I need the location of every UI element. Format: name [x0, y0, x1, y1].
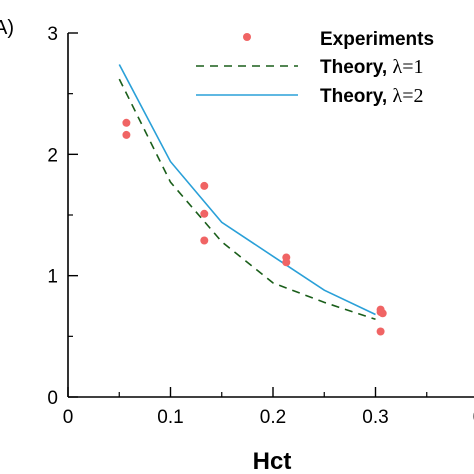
- series-line-1: [118, 78, 376, 321]
- x-axis-title: Hct: [253, 448, 292, 474]
- legend-label-theory-lambda-2: Theory, λ=2: [320, 85, 423, 107]
- y-tick-label: 3: [47, 24, 58, 45]
- experiment-point: [122, 118, 131, 127]
- x-tick-label: 0.1: [157, 407, 183, 428]
- legend-label-theory-lambda-1: Theory, λ=1: [320, 56, 423, 78]
- x-tick-label: 0.3: [362, 407, 388, 428]
- legend-label-experiments: Experiments: [320, 29, 434, 50]
- plot-axes: 0 1 2 3 0 0.1 0.2 0.3 0: [47, 24, 474, 428]
- panel-label: A): [0, 17, 14, 39]
- y-tick-label: 0: [47, 388, 58, 409]
- x-tick-label: 0: [473, 407, 474, 428]
- experiment-point: [282, 258, 291, 267]
- experiment-point: [200, 209, 209, 218]
- series-line-2: [118, 64, 376, 316]
- experiment-point: [200, 236, 209, 245]
- y-tick-label: 1: [47, 267, 58, 288]
- experiment-point: [376, 327, 385, 336]
- experiment-point: [122, 130, 131, 139]
- experiment-point: [378, 309, 387, 318]
- x-tick-label: 0: [63, 407, 74, 428]
- y-tick-label: 2: [47, 145, 58, 166]
- x-tick-label: 0.2: [260, 407, 286, 428]
- legend-marker-experiments: [243, 33, 251, 41]
- series-layer: [118, 64, 387, 336]
- legend: Experiments Theory, λ=1 Theory, λ=2: [196, 29, 434, 107]
- experiment-point: [200, 181, 209, 190]
